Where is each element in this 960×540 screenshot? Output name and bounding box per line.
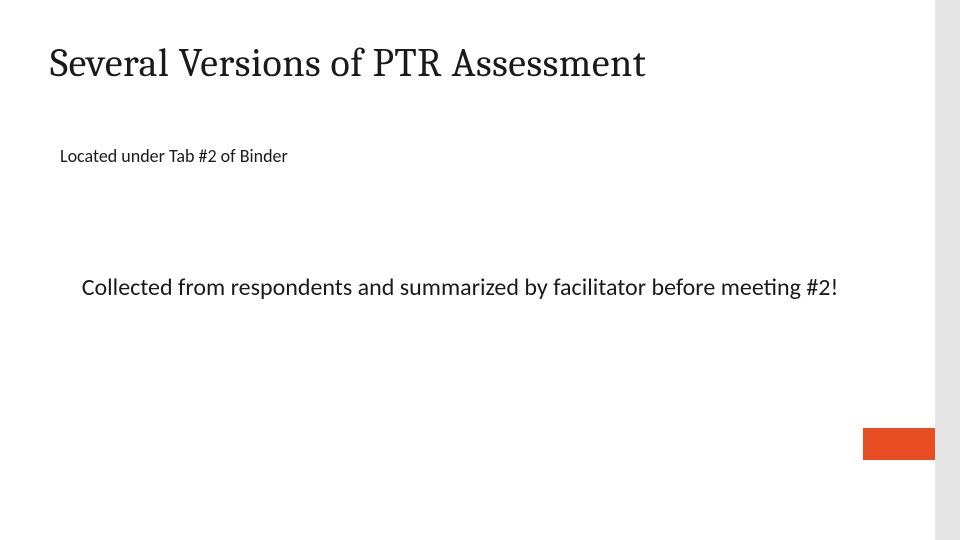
right-sidebar-decoration xyxy=(935,0,960,540)
accent-block-decoration xyxy=(863,428,935,460)
slide-subtitle: Located under Tab #2 of Binder xyxy=(60,145,288,167)
slide-body-text: Collected from respondents and summarize… xyxy=(70,272,850,303)
slide-title: Several Versions of PTR Assessment xyxy=(50,40,646,86)
slide-content: Several Versions of PTR Assessment Locat… xyxy=(0,0,920,540)
